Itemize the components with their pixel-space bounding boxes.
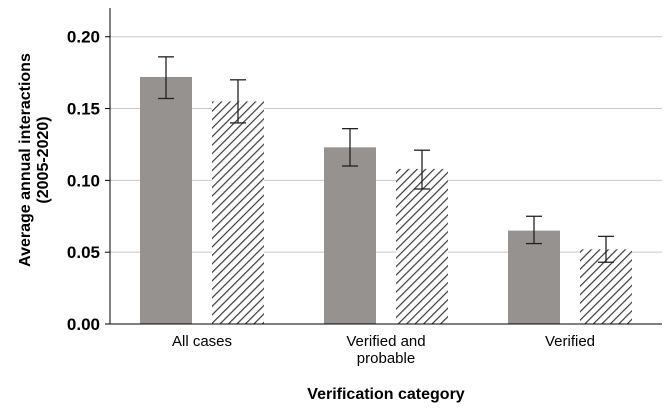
bar-hatched bbox=[212, 101, 264, 324]
bar-solid bbox=[324, 147, 376, 324]
y-axis-title-line: Average annual interactions bbox=[17, 53, 34, 267]
x-category-label: Verified bbox=[545, 333, 595, 350]
x-category-label-line: All cases bbox=[172, 333, 232, 350]
y-tick-label: 0.20 bbox=[67, 28, 100, 47]
x-category-label: All cases bbox=[172, 333, 232, 350]
x-category-label-line: Verified bbox=[545, 333, 595, 350]
y-tick-label: 0.10 bbox=[67, 171, 100, 190]
y-axis-title-line: (2005-2020) bbox=[35, 116, 52, 203]
bar-solid bbox=[140, 76, 192, 324]
y-axis-title: Average annual interactions(2005-2020) bbox=[17, 53, 52, 267]
bar-solid bbox=[508, 230, 560, 324]
bar-hatched bbox=[396, 168, 448, 324]
y-tick-label: 0.05 bbox=[67, 243, 100, 262]
x-category-label: Verified and probable bbox=[346, 333, 425, 367]
y-tick-label: 0.00 bbox=[67, 315, 100, 334]
x-axis-title: Verification category bbox=[307, 386, 464, 403]
y-tick-label: 0.15 bbox=[67, 100, 100, 119]
x-category-label-line: probable bbox=[357, 350, 415, 367]
x-category-label-line: Verified and bbox=[346, 333, 425, 350]
